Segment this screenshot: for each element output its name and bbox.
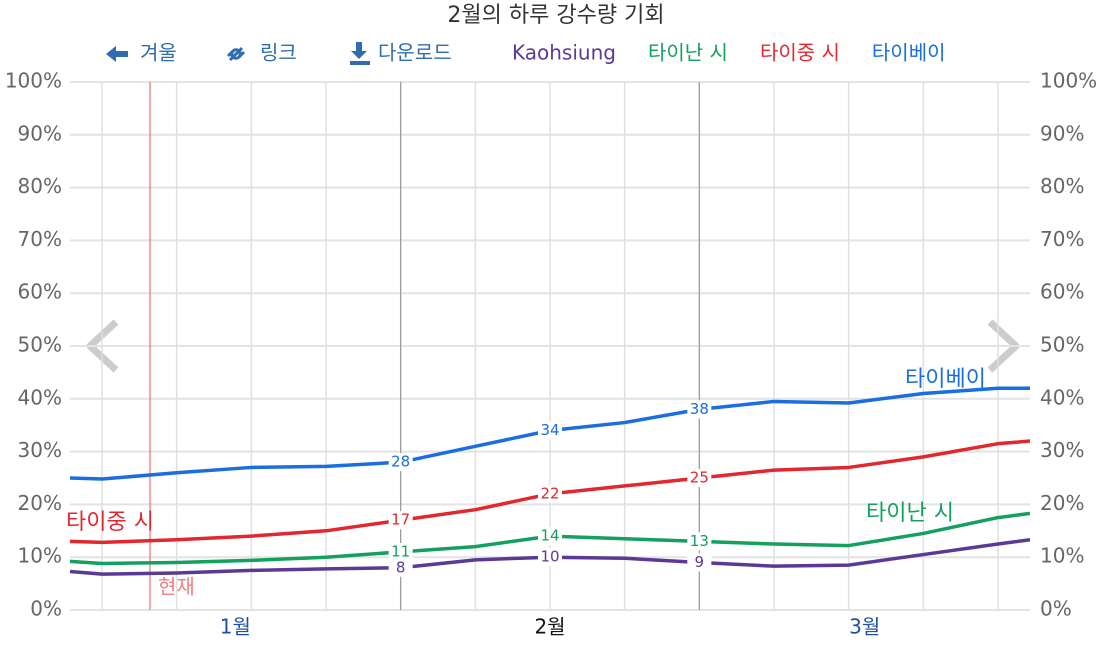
x-tick-label: 1월: [220, 615, 251, 639]
y-tick-label: 30%: [18, 438, 62, 462]
y2-tick-label: 90%: [1040, 121, 1084, 145]
data-label-bg: [687, 553, 712, 572]
y2-tick-label: 40%: [1040, 385, 1084, 409]
y-tick-label: 80%: [18, 174, 62, 198]
data-label: 10: [540, 548, 559, 566]
legend-entry[interactable]: 타이난 시: [648, 41, 728, 65]
data-label: 14: [540, 527, 559, 545]
data-label: 22: [540, 484, 559, 502]
data-label: 8: [396, 558, 406, 576]
data-label-bg: [538, 527, 562, 546]
data-label-bg: [538, 548, 562, 567]
link-label[interactable]: 링크: [260, 41, 297, 65]
x-tick-label: 2월: [534, 615, 565, 639]
chart-title: 2월의 하루 강수량 기회: [447, 3, 664, 28]
y-tick-label: 60%: [18, 280, 62, 304]
series-label: 타이중 시: [66, 510, 154, 535]
data-label: 25: [690, 469, 709, 487]
data-label: 9: [695, 553, 705, 571]
y-tick-label: 90%: [18, 121, 62, 145]
data-label: 11: [391, 542, 410, 560]
download-button[interactable]: 다운로드: [350, 41, 452, 66]
x-tick-label: 3월: [849, 615, 880, 639]
data-label-bg: [687, 400, 712, 419]
y-tick-label: 70%: [18, 227, 62, 251]
y2-tick-label: 70%: [1040, 227, 1084, 251]
data-label: 13: [690, 532, 709, 550]
y-tick-label: 40%: [18, 385, 62, 409]
y-tick-label: 10%: [18, 544, 62, 568]
download-icon: [350, 42, 370, 65]
back-label[interactable]: 겨울: [140, 41, 177, 65]
data-label-bg: [687, 532, 712, 551]
download-label[interactable]: 다운로드: [378, 41, 452, 65]
y2-tick-label: 0%: [1040, 597, 1072, 621]
legend-entry[interactable]: Kaohsiung: [512, 41, 616, 65]
back-button[interactable]: 겨울: [106, 41, 177, 65]
y-tick-label: 50%: [18, 333, 62, 357]
data-label-bg: [388, 453, 413, 472]
y2-tick-label: 10%: [1040, 544, 1084, 568]
y2-tick-label: 100%: [1040, 69, 1097, 93]
y2-tick-label: 20%: [1040, 491, 1084, 515]
data-label: 34: [540, 421, 559, 439]
now-label: 현재: [158, 575, 195, 599]
y2-tick-label: 30%: [1040, 438, 1084, 462]
data-label-bg: [388, 511, 413, 530]
series-label: 타이난 시: [866, 501, 954, 526]
data-label: 17: [391, 511, 410, 529]
data-label-bg: [687, 469, 712, 487]
data-label-bg: [388, 558, 413, 577]
series-label: 타이베이: [905, 367, 986, 392]
data-label-bg: [388, 542, 413, 561]
y-tick-label: 0%: [30, 597, 62, 621]
data-label-bg: [538, 421, 562, 440]
back-icon: [106, 46, 128, 62]
legend-entry[interactable]: 타이중 시: [760, 41, 840, 65]
y-tick-label: 100%: [5, 69, 62, 93]
y2-tick-label: 60%: [1040, 280, 1084, 304]
y2-tick-label: 80%: [1040, 174, 1084, 198]
data-label-bg: [538, 484, 562, 503]
data-label: 38: [690, 400, 709, 418]
legend-entry[interactable]: 타이베이: [872, 41, 946, 65]
y2-tick-label: 50%: [1040, 333, 1084, 357]
y-tick-label: 20%: [18, 491, 62, 515]
link-button[interactable]: 링크: [226, 41, 297, 65]
data-label: 28: [391, 453, 410, 471]
link-icon: [226, 46, 246, 62]
